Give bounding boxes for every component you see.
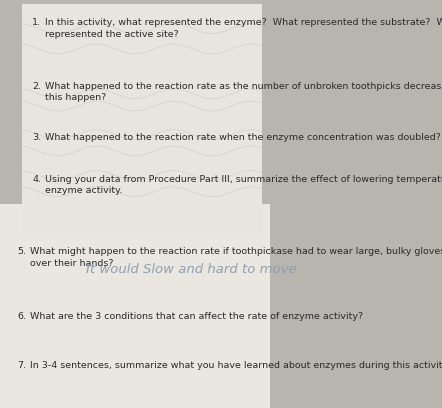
Text: 5.: 5. bbox=[18, 247, 27, 256]
Text: What might happen to the reaction rate if toothpickase had to wear large, bulky : What might happen to the reaction rate i… bbox=[30, 247, 442, 268]
Text: 1.: 1. bbox=[32, 18, 42, 27]
Text: 4.: 4. bbox=[32, 175, 42, 184]
Text: What happened to the reaction rate when the enzyme concentration was doubled?  W: What happened to the reaction rate when … bbox=[45, 133, 442, 142]
Text: In this activity, what represented the enzyme?  What represented the substrate? : In this activity, what represented the e… bbox=[45, 18, 442, 39]
Text: 2.: 2. bbox=[32, 82, 42, 91]
Bar bbox=[0, 204, 270, 228]
Bar bbox=[0, 204, 270, 408]
Text: Using your data from Procedure Part III, summarize the effect of lowering temper: Using your data from Procedure Part III,… bbox=[45, 175, 442, 195]
Text: What happened to the reaction rate as the number of unbroken toothpicks decrease: What happened to the reaction rate as th… bbox=[45, 82, 442, 102]
Text: 6.: 6. bbox=[18, 312, 27, 321]
Bar bbox=[22, 4, 262, 233]
Text: 7.: 7. bbox=[18, 361, 27, 370]
Text: In 3-4 sentences, summarize what you have learned about enzymes during this acti: In 3-4 sentences, summarize what you hav… bbox=[30, 361, 442, 370]
Text: What are the 3 conditions that can affect the rate of enzyme activity?: What are the 3 conditions that can affec… bbox=[30, 312, 363, 321]
Text: It would Slow and hard to move: It would Slow and hard to move bbox=[86, 263, 297, 276]
Text: 3.: 3. bbox=[32, 133, 42, 142]
